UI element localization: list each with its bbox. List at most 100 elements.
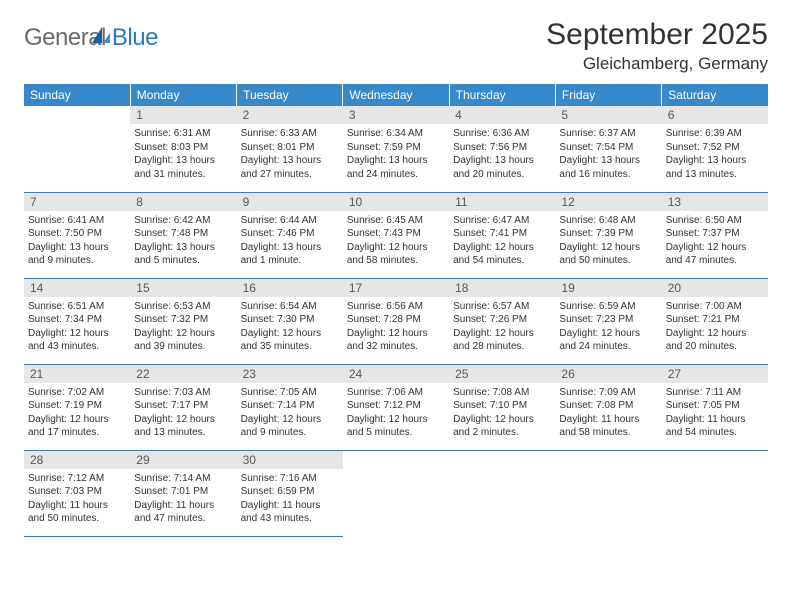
day-number: 17 bbox=[343, 279, 449, 297]
daylight-text: Daylight: 13 hours and 24 minutes. bbox=[347, 154, 443, 181]
day-content: Sunrise: 7:11 AMSunset: 7:05 PMDaylight:… bbox=[662, 383, 768, 443]
calendar-day-cell bbox=[662, 450, 768, 536]
sunrise-text: Sunrise: 6:56 AM bbox=[347, 300, 443, 314]
daylight-text: Daylight: 12 hours and 32 minutes. bbox=[347, 327, 443, 354]
daylight-text: Daylight: 12 hours and 43 minutes. bbox=[28, 327, 124, 354]
sunset-text: Sunset: 7:37 PM bbox=[666, 227, 762, 241]
calendar-day-cell: 28Sunrise: 7:12 AMSunset: 7:03 PMDayligh… bbox=[24, 450, 130, 536]
daylight-text: Daylight: 11 hours and 43 minutes. bbox=[241, 499, 337, 526]
sunrise-text: Sunrise: 6:34 AM bbox=[347, 127, 443, 141]
day-content: Sunrise: 7:12 AMSunset: 7:03 PMDaylight:… bbox=[24, 469, 130, 529]
daylight-text: Daylight: 12 hours and 58 minutes. bbox=[347, 241, 443, 268]
day-content: Sunrise: 6:44 AMSunset: 7:46 PMDaylight:… bbox=[237, 211, 343, 271]
sunrise-text: Sunrise: 7:09 AM bbox=[559, 386, 655, 400]
daylight-text: Daylight: 12 hours and 20 minutes. bbox=[666, 327, 762, 354]
day-content: Sunrise: 6:41 AMSunset: 7:50 PMDaylight:… bbox=[24, 211, 130, 271]
day-number: 14 bbox=[24, 279, 130, 297]
logo-sail-icon bbox=[90, 25, 112, 52]
calendar-day-cell: 25Sunrise: 7:08 AMSunset: 7:10 PMDayligh… bbox=[449, 364, 555, 450]
day-content: Sunrise: 6:39 AMSunset: 7:52 PMDaylight:… bbox=[662, 124, 768, 184]
sunrise-text: Sunrise: 6:36 AM bbox=[453, 127, 549, 141]
day-content: Sunrise: 7:06 AMSunset: 7:12 PMDaylight:… bbox=[343, 383, 449, 443]
day-number: 28 bbox=[24, 451, 130, 469]
day-number: 30 bbox=[237, 451, 343, 469]
calendar-day-cell: 16Sunrise: 6:54 AMSunset: 7:30 PMDayligh… bbox=[237, 278, 343, 364]
day-number: 26 bbox=[555, 365, 661, 383]
sunset-text: Sunset: 7:41 PM bbox=[453, 227, 549, 241]
daylight-text: Daylight: 13 hours and 31 minutes. bbox=[134, 154, 230, 181]
location-label: Gleichamberg, Germany bbox=[546, 54, 768, 74]
daylight-text: Daylight: 12 hours and 39 minutes. bbox=[134, 327, 230, 354]
calendar-week-row: 28Sunrise: 7:12 AMSunset: 7:03 PMDayligh… bbox=[24, 450, 768, 536]
daylight-text: Daylight: 12 hours and 28 minutes. bbox=[453, 327, 549, 354]
daylight-text: Daylight: 13 hours and 20 minutes. bbox=[453, 154, 549, 181]
day-content: Sunrise: 6:45 AMSunset: 7:43 PMDaylight:… bbox=[343, 211, 449, 271]
day-number: 13 bbox=[662, 193, 768, 211]
calendar-day-cell: 8Sunrise: 6:42 AMSunset: 7:48 PMDaylight… bbox=[130, 192, 236, 278]
calendar-day-cell: 18Sunrise: 6:57 AMSunset: 7:26 PMDayligh… bbox=[449, 278, 555, 364]
sunrise-text: Sunrise: 7:02 AM bbox=[28, 386, 124, 400]
sunrise-text: Sunrise: 6:42 AM bbox=[134, 214, 230, 228]
sunset-text: Sunset: 7:54 PM bbox=[559, 141, 655, 155]
day-content: Sunrise: 6:51 AMSunset: 7:34 PMDaylight:… bbox=[24, 297, 130, 357]
day-number: 15 bbox=[130, 279, 236, 297]
logo: General Blue bbox=[24, 18, 158, 52]
day-header: Friday bbox=[555, 84, 661, 106]
page: General Blue September 2025 Gleichamberg… bbox=[0, 0, 792, 537]
calendar-day-cell: 10Sunrise: 6:45 AMSunset: 7:43 PMDayligh… bbox=[343, 192, 449, 278]
sunrise-text: Sunrise: 6:33 AM bbox=[241, 127, 337, 141]
calendar-week-row: 14Sunrise: 6:51 AMSunset: 7:34 PMDayligh… bbox=[24, 278, 768, 364]
sunrise-text: Sunrise: 7:06 AM bbox=[347, 386, 443, 400]
calendar-table: Sunday Monday Tuesday Wednesday Thursday… bbox=[24, 84, 768, 537]
day-header: Monday bbox=[130, 84, 236, 106]
daylight-text: Daylight: 12 hours and 2 minutes. bbox=[453, 413, 549, 440]
daylight-text: Daylight: 11 hours and 50 minutes. bbox=[28, 499, 124, 526]
calendar-day-cell: 19Sunrise: 6:59 AMSunset: 7:23 PMDayligh… bbox=[555, 278, 661, 364]
sunrise-text: Sunrise: 6:51 AM bbox=[28, 300, 124, 314]
calendar-day-cell: 17Sunrise: 6:56 AMSunset: 7:28 PMDayligh… bbox=[343, 278, 449, 364]
day-number: 5 bbox=[555, 106, 661, 124]
day-content: Sunrise: 6:48 AMSunset: 7:39 PMDaylight:… bbox=[555, 211, 661, 271]
calendar-day-cell: 20Sunrise: 7:00 AMSunset: 7:21 PMDayligh… bbox=[662, 278, 768, 364]
daylight-text: Daylight: 13 hours and 5 minutes. bbox=[134, 241, 230, 268]
sunset-text: Sunset: 8:03 PM bbox=[134, 141, 230, 155]
daylight-text: Daylight: 12 hours and 24 minutes. bbox=[559, 327, 655, 354]
daylight-text: Daylight: 12 hours and 17 minutes. bbox=[28, 413, 124, 440]
calendar-day-cell: 9Sunrise: 6:44 AMSunset: 7:46 PMDaylight… bbox=[237, 192, 343, 278]
sunset-text: Sunset: 7:08 PM bbox=[559, 399, 655, 413]
sunset-text: Sunset: 7:56 PM bbox=[453, 141, 549, 155]
calendar-day-cell bbox=[555, 450, 661, 536]
calendar-day-cell bbox=[24, 106, 130, 192]
day-content: Sunrise: 6:34 AMSunset: 7:59 PMDaylight:… bbox=[343, 124, 449, 184]
day-number: 25 bbox=[449, 365, 555, 383]
daylight-text: Daylight: 13 hours and 27 minutes. bbox=[241, 154, 337, 181]
day-content: Sunrise: 7:00 AMSunset: 7:21 PMDaylight:… bbox=[662, 297, 768, 357]
day-content: Sunrise: 6:54 AMSunset: 7:30 PMDaylight:… bbox=[237, 297, 343, 357]
daylight-text: Daylight: 12 hours and 54 minutes. bbox=[453, 241, 549, 268]
sunset-text: Sunset: 6:59 PM bbox=[241, 485, 337, 499]
sunset-text: Sunset: 7:21 PM bbox=[666, 313, 762, 327]
daylight-text: Daylight: 12 hours and 47 minutes. bbox=[666, 241, 762, 268]
sunrise-text: Sunrise: 6:41 AM bbox=[28, 214, 124, 228]
daylight-text: Daylight: 11 hours and 47 minutes. bbox=[134, 499, 230, 526]
sunrise-text: Sunrise: 6:57 AM bbox=[453, 300, 549, 314]
sunset-text: Sunset: 8:01 PM bbox=[241, 141, 337, 155]
day-header: Tuesday bbox=[237, 84, 343, 106]
calendar-day-cell: 4Sunrise: 6:36 AMSunset: 7:56 PMDaylight… bbox=[449, 106, 555, 192]
day-number: 6 bbox=[662, 106, 768, 124]
day-number: 12 bbox=[555, 193, 661, 211]
calendar-day-cell: 24Sunrise: 7:06 AMSunset: 7:12 PMDayligh… bbox=[343, 364, 449, 450]
day-content: Sunrise: 6:53 AMSunset: 7:32 PMDaylight:… bbox=[130, 297, 236, 357]
day-number: 3 bbox=[343, 106, 449, 124]
day-number: 22 bbox=[130, 365, 236, 383]
day-number: 21 bbox=[24, 365, 130, 383]
sunrise-text: Sunrise: 6:47 AM bbox=[453, 214, 549, 228]
day-number: 8 bbox=[130, 193, 236, 211]
sunset-text: Sunset: 7:46 PM bbox=[241, 227, 337, 241]
sunrise-text: Sunrise: 7:00 AM bbox=[666, 300, 762, 314]
day-number: 1 bbox=[130, 106, 236, 124]
day-content: Sunrise: 6:42 AMSunset: 7:48 PMDaylight:… bbox=[130, 211, 236, 271]
sunset-text: Sunset: 7:19 PM bbox=[28, 399, 124, 413]
sunrise-text: Sunrise: 7:11 AM bbox=[666, 386, 762, 400]
daylight-text: Daylight: 12 hours and 50 minutes. bbox=[559, 241, 655, 268]
